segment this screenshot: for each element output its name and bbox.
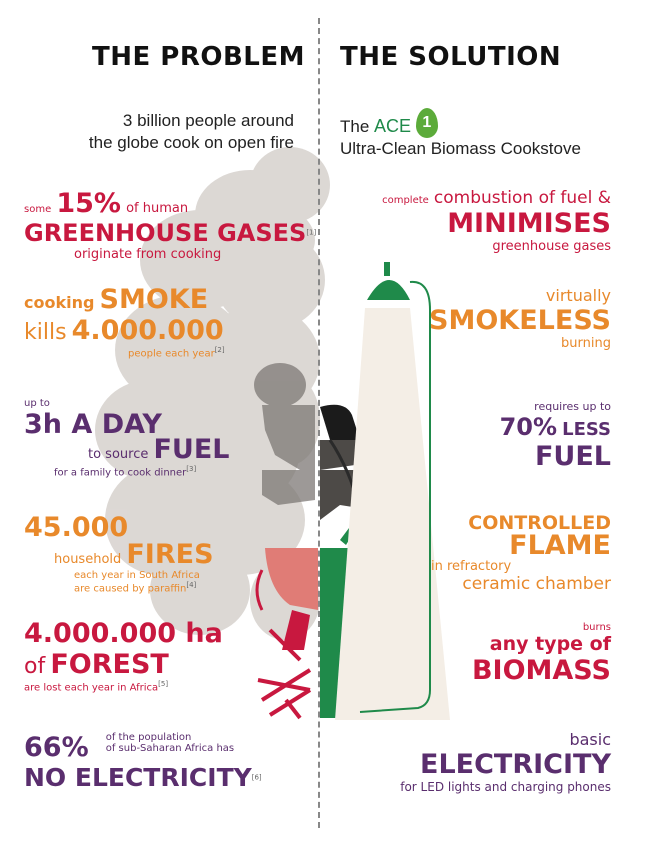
fact-time: up to 3h A DAY to source FUEL for a fami… [24, 398, 314, 478]
gh-pct: 15% [56, 188, 121, 219]
elec-pre-block: of the population of sub-Saharan Africa … [106, 732, 234, 754]
benefit-flame: CONTROLLED FLAME in refractory ceramic c… [411, 512, 611, 594]
comb-big: MINIMISES [447, 208, 611, 239]
elec-pct: 66% [24, 732, 89, 763]
leaf-logo-icon: 1 [415, 108, 438, 138]
smokeless-pre: virtually [545, 286, 611, 305]
brand-block: The ACE 1 Ultra-Clean Biomass Cookstove [340, 108, 581, 160]
fact-fires: 45.000 household FIRES each year in Sout… [24, 512, 314, 594]
fact-greenhouse: some 15% of human GREENHOUSE GASES[1] or… [24, 188, 317, 262]
time-to: to source [88, 447, 149, 462]
fact-smoke: cooking SMOKE kills 4.000.000 people eac… [24, 284, 314, 359]
benefit-fuel: requires up to 70% LESS FUEL [411, 400, 611, 472]
smokeless-post: burning [561, 336, 611, 351]
forest-big1: 4.000.000 ha [24, 618, 223, 649]
elec2-pre: basic [569, 730, 611, 749]
comb-post: greenhouse gases [492, 239, 611, 254]
elec-pre1: of the population [105, 732, 192, 743]
problem-intro-line1: 3 billion people around [122, 111, 294, 130]
comb-mid: combustion of fuel & [433, 188, 611, 208]
fires-num: 45.000 [24, 512, 129, 543]
forest-big2: FOREST [50, 649, 169, 680]
smokeless-big: SMOKELESS [429, 305, 611, 336]
open-fire-icon [255, 548, 318, 720]
led-lamp-icon [335, 262, 450, 720]
time-ref: [3] [186, 465, 197, 473]
time-post: for a family to cook dinner [54, 467, 187, 479]
fires-post1: each year in South Africa [74, 570, 200, 581]
time-big1: 3h A DAY [24, 409, 162, 440]
elec-big: NO ELECTRICITY [24, 763, 252, 792]
biomass-mid: any type of [489, 633, 611, 655]
benefit-biomass: burns any type of BIOMASS [411, 622, 611, 686]
fuel-pct: 70% [499, 413, 558, 441]
forest-of: of [24, 654, 46, 679]
forest-post: are lost each year in Africa [24, 682, 159, 694]
gh-mid: of human [126, 201, 189, 216]
time-big2: FUEL [153, 434, 230, 465]
smoke-big2: 4.000.000 [71, 315, 224, 346]
problem-intro: 3 billion people around the globe cook o… [14, 110, 294, 154]
brand-ace: ACE [374, 116, 412, 136]
fires-ref: [4] [186, 581, 197, 589]
smoke-kills: kills [24, 320, 67, 345]
flame-big2: FLAME [509, 530, 611, 561]
gh-pre: some [24, 204, 52, 215]
fuel-big: FUEL [534, 441, 611, 472]
comb-pre: complete [382, 195, 429, 206]
fuel-pre: requires up to [534, 400, 611, 413]
elec-pre2: of sub-Saharan Africa has [105, 743, 235, 754]
gh-big: GREENHOUSE GASES [24, 219, 307, 247]
flame-post: ceramic chamber [462, 574, 611, 594]
forest-ref: [5] [158, 680, 169, 688]
flame-pre: in refractory [431, 559, 512, 574]
brand-tagline: Ultra-Clean Biomass Cookstove [340, 139, 581, 158]
fact-no-electricity: 66% of the population of sub-Saharan Afr… [24, 732, 324, 792]
gh-ref: [1] [306, 228, 317, 237]
fact-forest: 4.000.000 ha of FOREST are lost each yea… [24, 618, 314, 693]
brand-the: The [340, 117, 370, 136]
gh-post: originate from cooking [74, 247, 222, 262]
smoke-pre: cooking [24, 293, 95, 312]
time-pre: up to [24, 398, 50, 409]
center-divider [318, 18, 320, 828]
fires-pre: household [54, 552, 122, 567]
problem-heading: THE PROBLEM [92, 42, 306, 72]
elec2-post: for LED lights and charging phones [400, 780, 611, 794]
elec2-big: ELECTRICITY [420, 749, 611, 780]
solution-heading: THE SOLUTION [340, 42, 562, 72]
biomass-big: BIOMASS [471, 655, 611, 686]
problem-intro-line2: the globe cook on open fire [88, 133, 294, 152]
biomass-pre: burns [582, 622, 611, 633]
benefit-smokeless: virtually SMOKELESS burning [411, 286, 611, 351]
elec-ref: [6] [251, 773, 262, 782]
fires-big: FIRES [126, 539, 214, 570]
benefit-electricity: basic ELECTRICITY for LED lights and cha… [361, 730, 611, 794]
flame-big1: CONTROLLED [468, 512, 611, 534]
fuel-less: LESS [562, 419, 611, 440]
fires-post2: are caused by paraffin [74, 583, 187, 595]
benefit-combustion: complete combustion of fuel & MINIMISES … [321, 188, 611, 254]
smoke-big1: SMOKE [99, 284, 209, 315]
smoke-ref: [2] [214, 346, 225, 354]
smoke-post: people each year [128, 348, 215, 360]
person-left-icon [254, 363, 315, 505]
